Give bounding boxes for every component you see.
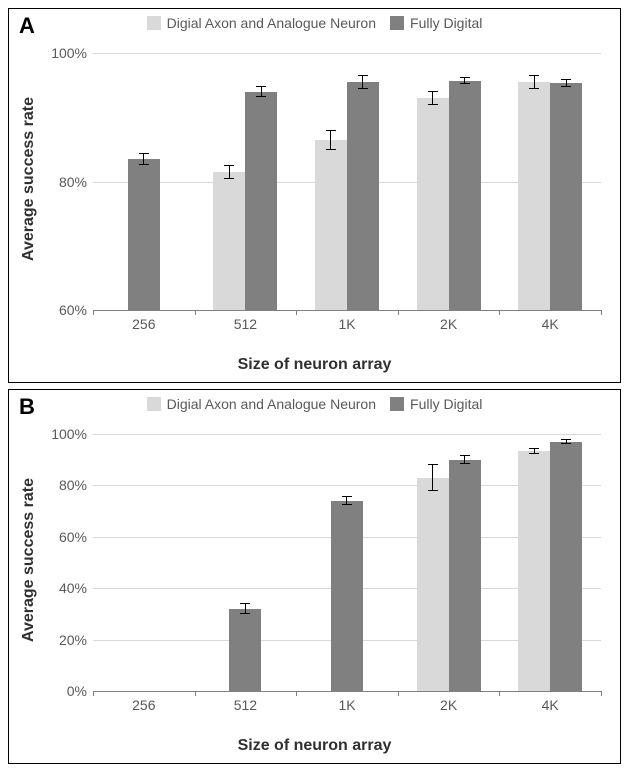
x-tick-label: 256 <box>132 697 155 713</box>
x-tick-mark <box>601 310 602 315</box>
x-tick-mark <box>499 691 500 696</box>
x-axis-title-b: Size of neuron array <box>9 737 620 755</box>
x-tick-mark <box>601 691 602 696</box>
bar-dark <box>229 609 261 691</box>
panel-a: A Digial Axon and Analogue Neuron Fully … <box>8 8 621 383</box>
legend-label-series1: Digial Axon and Analogue Neuron <box>167 15 376 31</box>
x-tick-mark <box>398 691 399 696</box>
x-tick-label: 256 <box>132 316 155 332</box>
legend-item-series1: Digial Axon and Analogue Neuron <box>147 15 376 31</box>
y-axis-title-a: Average success rate <box>20 97 38 261</box>
x-tick-mark <box>195 691 196 696</box>
x-tick-label: 512 <box>234 697 257 713</box>
legend-item-series1-b: Digial Axon and Analogue Neuron <box>147 396 376 412</box>
bar-light <box>417 478 449 691</box>
x-tick-mark <box>296 310 297 315</box>
x-tick-label: 2K <box>440 697 457 713</box>
x-tick-label: 1K <box>338 316 355 332</box>
bar-light <box>417 98 449 310</box>
bar-dark <box>449 460 481 691</box>
y-axis-title-b: Average success rate <box>20 478 38 642</box>
y-tick-label: 60% <box>59 302 87 318</box>
y-tick-label: 100% <box>51 426 87 442</box>
swatch-light-icon <box>147 397 161 411</box>
x-tick-label: 1K <box>338 697 355 713</box>
x-tick-label: 2K <box>440 316 457 332</box>
bar-dark <box>331 501 363 691</box>
y-tick-label: 100% <box>51 45 87 61</box>
swatch-dark-icon <box>390 16 404 30</box>
bar-light <box>518 451 550 691</box>
bar-dark <box>347 82 379 310</box>
y-tick-label: 0% <box>67 683 87 699</box>
y-tick-label: 80% <box>59 477 87 493</box>
chart-area-a: 60%80%100%2565121K2K4K <box>93 53 601 311</box>
swatch-light-icon <box>147 16 161 30</box>
bar-dark <box>550 442 582 691</box>
legend-label-series2: Fully Digital <box>410 15 482 31</box>
chart-area-b: 0%20%40%60%80%100%2565121K2K4K <box>93 434 601 692</box>
y-tick-label: 40% <box>59 580 87 596</box>
legend-item-series2-b: Fully Digital <box>390 396 482 412</box>
bar-dark <box>128 159 160 310</box>
bar-light <box>315 140 347 310</box>
legend-item-series2: Fully Digital <box>390 15 482 31</box>
x-tick-mark <box>93 310 94 315</box>
legend-label-series1-b: Digial Axon and Analogue Neuron <box>167 396 376 412</box>
panel-b: B Digial Axon and Analogue Neuron Fully … <box>8 389 621 764</box>
legend-label-series2-b: Fully Digital <box>410 396 482 412</box>
bar-light <box>213 172 245 310</box>
bar-light <box>518 82 550 310</box>
swatch-dark-icon <box>390 397 404 411</box>
bar-dark <box>550 83 582 310</box>
x-tick-label: 512 <box>234 316 257 332</box>
bar-dark <box>245 92 277 310</box>
grid-line <box>93 53 601 54</box>
x-axis-title-a: Size of neuron array <box>9 356 620 374</box>
grid-line <box>93 434 601 435</box>
x-tick-label: 4K <box>542 697 559 713</box>
x-tick-mark <box>499 310 500 315</box>
y-tick-label: 20% <box>59 632 87 648</box>
x-tick-mark <box>398 310 399 315</box>
legend-a: Digial Axon and Analogue Neuron Fully Di… <box>9 15 620 31</box>
bar-dark <box>449 81 481 310</box>
x-tick-mark <box>195 310 196 315</box>
x-tick-label: 4K <box>542 316 559 332</box>
x-tick-mark <box>93 691 94 696</box>
legend-b: Digial Axon and Analogue Neuron Fully Di… <box>9 396 620 412</box>
y-tick-label: 60% <box>59 529 87 545</box>
y-tick-label: 80% <box>59 174 87 190</box>
x-tick-mark <box>296 691 297 696</box>
